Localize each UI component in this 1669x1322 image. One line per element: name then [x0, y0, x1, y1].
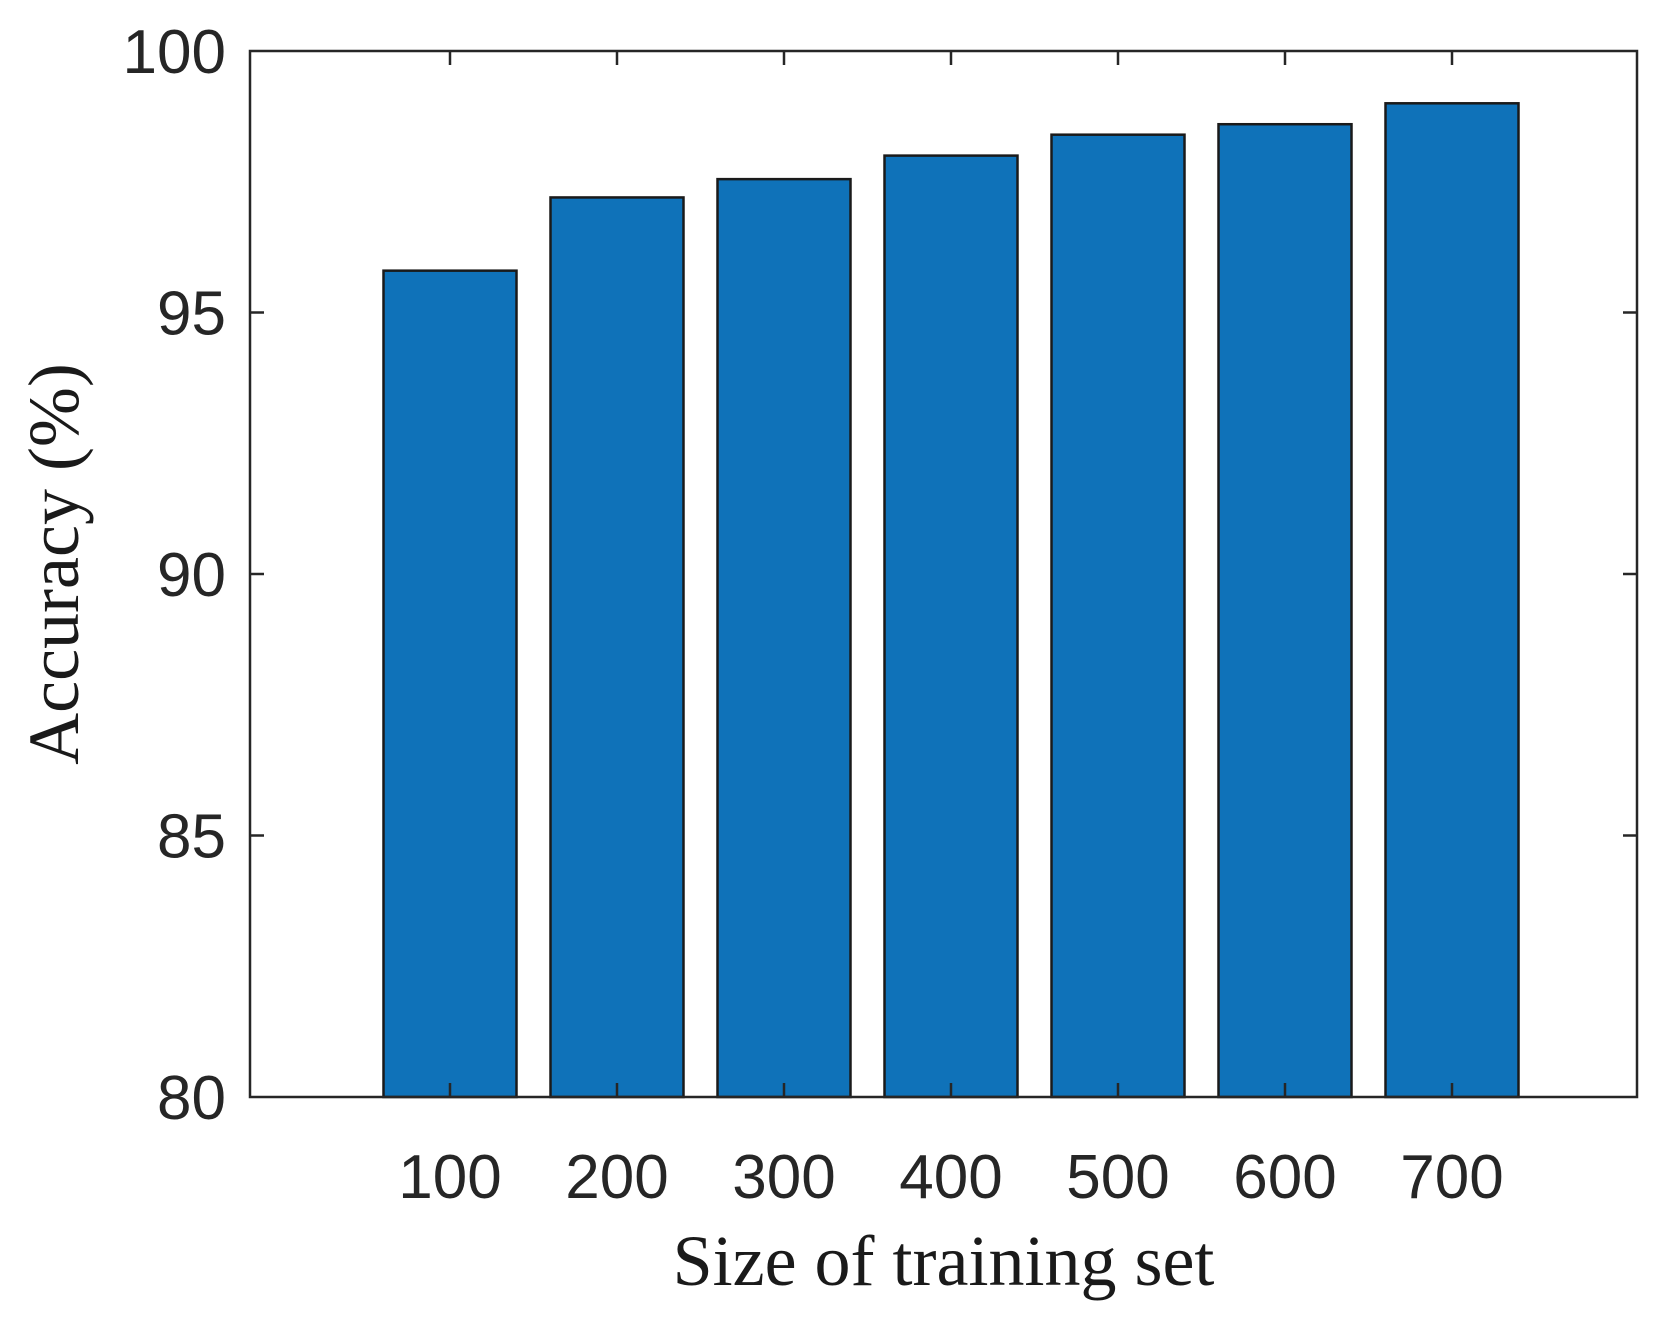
x-axis-ticks: 100 200 300 400 500 600 700: [398, 51, 1504, 1212]
y-tick-label: 80: [157, 1064, 226, 1133]
x-axis-title: Size of training set: [673, 1221, 1215, 1301]
bar-300: [716, 177, 852, 1099]
x-tick-label: 300: [732, 1143, 835, 1212]
y-axis-title: Accuracy (%): [14, 363, 94, 765]
bar-400: [883, 154, 1019, 1099]
x-tick-label: 700: [1400, 1143, 1503, 1212]
y-tick-label: 100: [123, 18, 226, 87]
bar-700: [1384, 102, 1520, 1099]
y-tick-label: 95: [157, 280, 226, 349]
y-axis-ticks: 80 85 90 95 100: [123, 18, 1637, 1133]
x-tick-label: 200: [565, 1143, 668, 1212]
x-tick-label: 500: [1066, 1143, 1169, 1212]
y-tick-label: 85: [157, 803, 226, 872]
bar-200: [549, 196, 685, 1099]
bars-layer: [382, 102, 1520, 1099]
bar-600: [1217, 122, 1353, 1099]
x-tick-label: 100: [398, 1143, 501, 1212]
y-tick-label: 90: [157, 541, 226, 610]
bar-100: [382, 269, 518, 1099]
x-tick-label: 400: [899, 1143, 1002, 1212]
bar-500: [1050, 133, 1186, 1099]
x-tick-label: 600: [1233, 1143, 1336, 1212]
